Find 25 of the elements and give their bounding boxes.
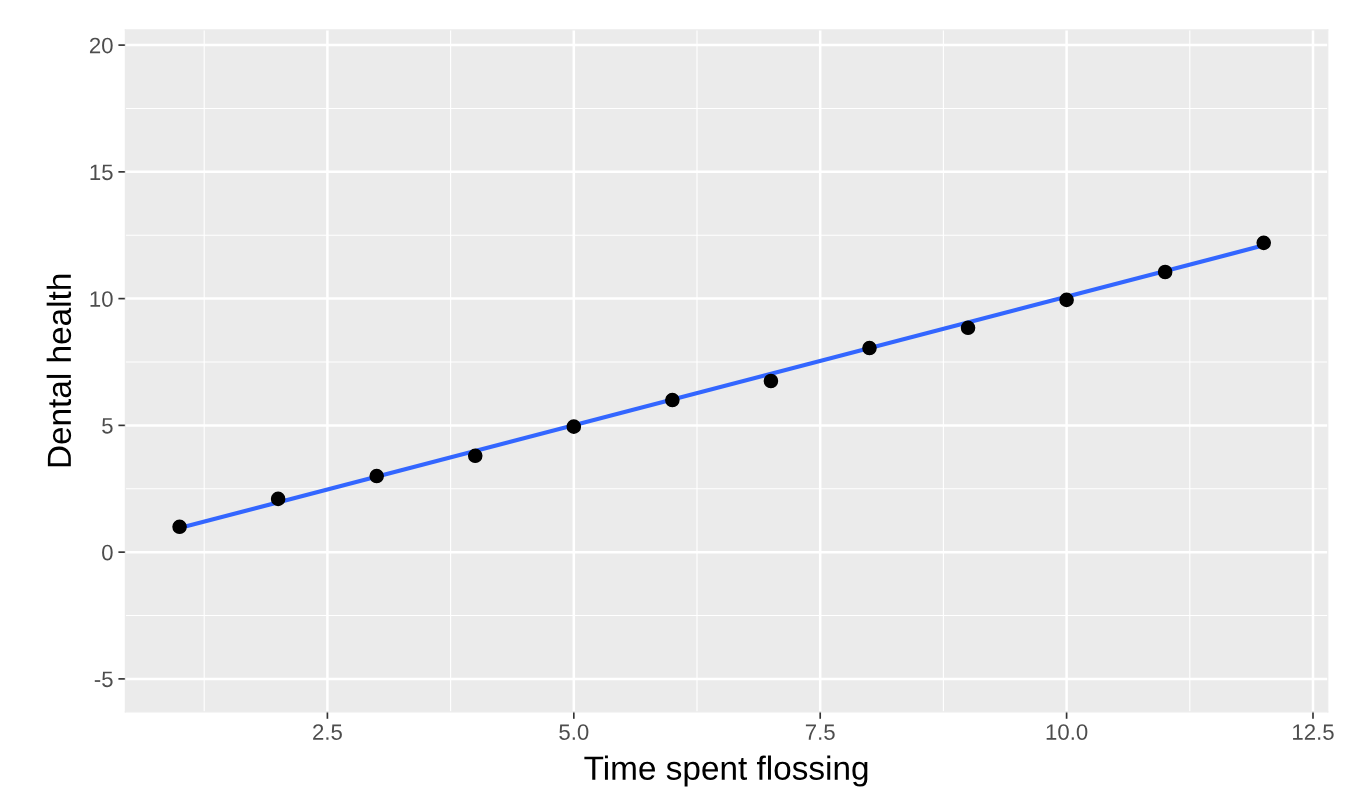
x-tick-label: 2.5 (313, 724, 342, 740)
point (960, 320, 976, 336)
y-tick-label: 0 (102, 544, 113, 561)
y-tick-label: 10 (90, 291, 113, 307)
point (1157, 264, 1173, 280)
point (566, 419, 582, 434)
point (763, 373, 779, 389)
point (270, 491, 286, 507)
point (862, 340, 877, 356)
x-tick-label: 5.0 (559, 724, 589, 740)
y-tick-label: 5 (102, 418, 113, 434)
point (369, 468, 384, 484)
point (665, 392, 680, 408)
point (467, 448, 483, 464)
y-tick-label: -5 (94, 671, 113, 688)
x-tick-label: 12.5 (1293, 724, 1334, 740)
point (1059, 292, 1074, 308)
point (172, 519, 187, 535)
point (1256, 235, 1271, 251)
x-tick-label: 10.0 (1046, 724, 1088, 740)
y-tick-label: 20 (89, 37, 113, 54)
x-axis-title: Time spent flossing (584, 755, 868, 787)
y-tick-label: 15 (90, 164, 113, 181)
x-tick-label: 7.5 (805, 724, 835, 740)
y-axis-title: Dental health (46, 274, 72, 467)
